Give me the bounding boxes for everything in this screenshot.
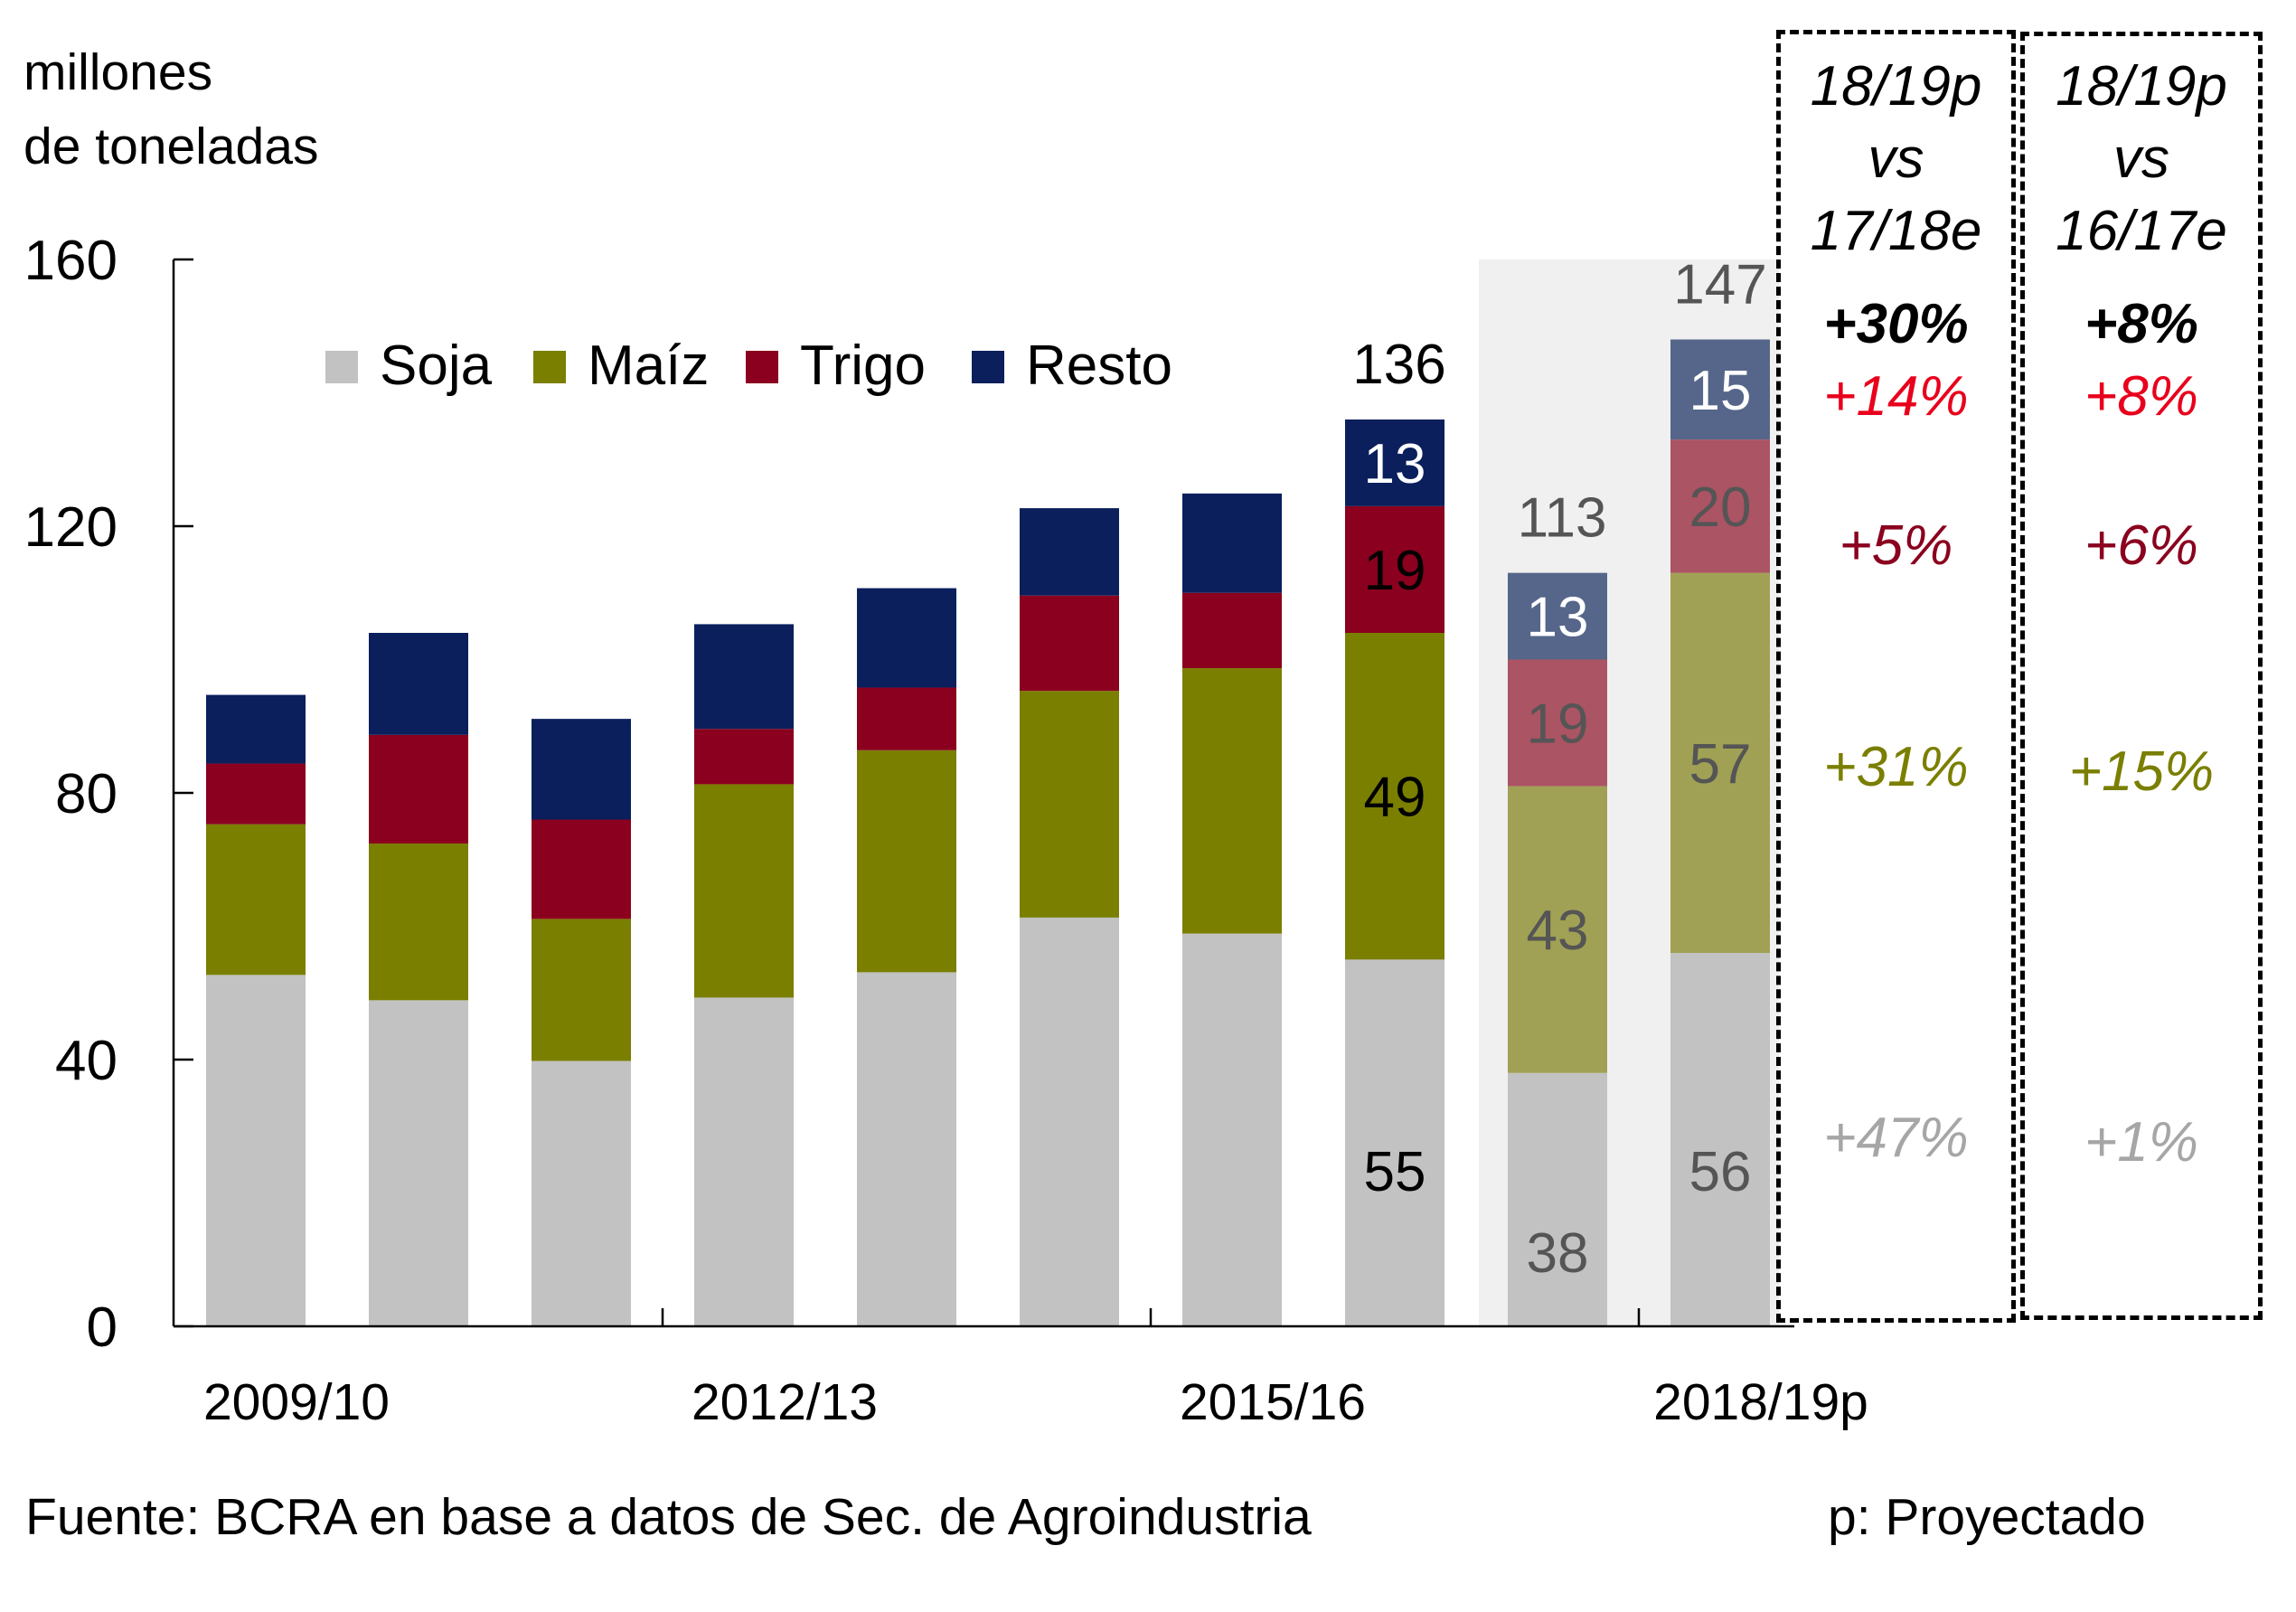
legend-swatch-resto xyxy=(972,351,1004,383)
bar-segment-resto-2011-12 xyxy=(532,719,631,820)
data-labels-group: 55 49 19 13 136 38 43 19 13 113 56 57 20 15 147 xyxy=(1352,254,1766,1286)
bar-segment-soja-2009-10 xyxy=(206,975,306,1326)
data-label-trigo-2016-17: 19 xyxy=(1364,540,1426,602)
bar-segment-resto-2017-18 xyxy=(1508,572,1607,660)
bar-segment-soja-2010-11 xyxy=(369,1000,468,1326)
axes-group: 2009/10 2012/13 2015/16 2018/19p 0 40 80 120 160 xyxy=(24,230,1868,1431)
bar-segment-soja-2013-14 xyxy=(857,972,956,1326)
bar-segment-maiz-2016-17 xyxy=(1345,633,1444,960)
comparison-1-header-3: 17/18e xyxy=(1810,200,1982,262)
bar-segment-soja-2012-13 xyxy=(694,997,794,1326)
projection-note: p: Proyectado xyxy=(1828,1488,2146,1546)
bar-segment-maiz-2010-11 xyxy=(369,844,468,1001)
data-label-soja-2018-19p: 56 xyxy=(1689,1141,1752,1203)
comparison-1-resto: +14% xyxy=(1823,365,1969,428)
bar-segment-trigo-2018-19p xyxy=(1670,439,1770,573)
bar-segment-soja-2016-17 xyxy=(1345,959,1444,1326)
comparison-1-trigo: +5% xyxy=(1839,514,1953,577)
bar-segment-resto-2012-13 xyxy=(694,624,794,730)
comparison-2-header-1: 18/19p xyxy=(2056,55,2227,118)
bar-segment-trigo-2015-16 xyxy=(1182,592,1282,669)
bar-segment-trigo-2011-12 xyxy=(532,819,631,919)
bar-segment-resto-2016-17 xyxy=(1345,419,1444,506)
comparison-1-soja: +47% xyxy=(1823,1107,1969,1169)
bar-segment-maiz-2012-13 xyxy=(694,784,794,998)
bar-segment-maiz-2009-10 xyxy=(206,824,306,976)
bar-segment-soja-2018-19p xyxy=(1670,953,1770,1326)
comparison-2-header-3: 16/17e xyxy=(2056,200,2227,262)
legend: Soja Maíz Trigo Resto xyxy=(325,335,1172,397)
x-tick-label-2009-10: 2009/10 xyxy=(203,1373,390,1431)
legend-swatch-soja xyxy=(325,351,358,383)
legend-label-resto: Resto xyxy=(1026,335,1172,397)
data-label-trigo-2018-19p: 20 xyxy=(1689,476,1752,539)
bar-segment-maiz-2017-18 xyxy=(1508,786,1607,1073)
data-label-maiz-2017-18: 43 xyxy=(1527,900,1589,962)
bar-segment-resto-2010-11 xyxy=(369,633,468,735)
data-label-total-2016-17: 136 xyxy=(1352,334,1445,396)
bar-segment-soja-2011-12 xyxy=(532,1061,631,1326)
bar-segment-soja-2015-16 xyxy=(1182,933,1282,1326)
x-tick-label-2015-16: 2015/16 xyxy=(1180,1373,1366,1431)
y-tick-label-160: 160 xyxy=(24,230,118,292)
bar-segment-maiz-2014-15 xyxy=(1020,691,1119,918)
data-label-maiz-2016-17: 49 xyxy=(1364,767,1426,829)
comparison-2-resto: +8% xyxy=(2084,365,2198,428)
data-label-soja-2017-18: 38 xyxy=(1527,1222,1589,1285)
y-tick-label-80: 80 xyxy=(55,763,118,825)
comparison-1-header-2: vs xyxy=(1868,127,1924,190)
bar-segment-maiz-2011-12 xyxy=(532,919,631,1061)
data-label-trigo-2017-18: 19 xyxy=(1527,693,1589,756)
bar-segment-maiz-2018-19p xyxy=(1670,572,1770,953)
bar-segment-maiz-2013-14 xyxy=(857,749,956,973)
legend-swatch-trigo xyxy=(746,351,778,383)
comparison-1-total: +30% xyxy=(1823,293,1969,355)
bar-segment-maiz-2015-16 xyxy=(1182,668,1282,934)
comparison-2-trigo: +6% xyxy=(2084,514,2198,577)
bar-segment-trigo-2017-18 xyxy=(1508,659,1607,787)
data-label-resto-2018-19p: 15 xyxy=(1689,360,1752,422)
y-axis-title-line-2: de toneladas xyxy=(24,118,319,175)
bar-segment-resto-2018-19p xyxy=(1670,339,1770,440)
bars-group xyxy=(206,339,1770,1326)
bar-segment-trigo-2010-11 xyxy=(369,734,468,844)
legend-label-trigo: Trigo xyxy=(800,335,926,397)
legend-label-soja: Soja xyxy=(380,335,493,397)
data-label-soja-2016-17: 55 xyxy=(1364,1141,1426,1203)
comparison-box-1: 18/19p vs 17/18e +30% +14% +5% +31% +47% xyxy=(1776,30,2016,1323)
comparison-2-soja: +1% xyxy=(2084,1111,2198,1174)
comparison-1-header-1: 18/19p xyxy=(1810,55,1982,118)
y-axis-title-line-1: millones xyxy=(24,43,213,101)
comparison-2-maiz: +15% xyxy=(2068,740,2215,803)
data-label-total-2018-19p: 147 xyxy=(1673,254,1766,316)
y-tick-label-0: 0 xyxy=(87,1296,118,1359)
source-note: Fuente: BCRA en base a datos de Sec. de … xyxy=(25,1488,1312,1546)
data-label-maiz-2018-19p: 57 xyxy=(1689,733,1752,796)
bar-segment-soja-2014-15 xyxy=(1020,917,1119,1326)
bar-segment-trigo-2012-13 xyxy=(694,729,794,785)
bar-segment-resto-2013-14 xyxy=(857,588,956,688)
legend-swatch-maiz xyxy=(533,351,566,383)
comparison-1-maiz: +31% xyxy=(1823,736,1969,798)
y-tick-label-120: 120 xyxy=(24,496,118,559)
data-label-resto-2016-17: 13 xyxy=(1364,433,1426,495)
bar-segment-resto-2015-16 xyxy=(1182,493,1282,593)
comparison-box-2: 18/19p vs 16/17e +8% +8% +6% +15% +1% xyxy=(2020,32,2263,1320)
comparison-2-header-2: vs xyxy=(2113,127,2169,190)
data-label-total-2017-18: 113 xyxy=(1518,487,1607,550)
bar-segment-soja-2017-18 xyxy=(1508,1072,1607,1326)
x-tick-label-2018-19p: 2018/19p xyxy=(1653,1373,1868,1431)
bar-segment-trigo-2009-10 xyxy=(206,763,306,825)
data-label-resto-2017-18: 13 xyxy=(1527,587,1589,649)
x-tick-label-2012-13: 2012/13 xyxy=(692,1373,878,1431)
y-tick-label-40: 40 xyxy=(55,1030,118,1092)
bar-segment-trigo-2016-17 xyxy=(1345,505,1444,633)
bar-segment-resto-2009-10 xyxy=(206,694,306,764)
bar-segment-resto-2014-15 xyxy=(1020,508,1119,596)
comparison-2-total: +8% xyxy=(2084,293,2198,355)
legend-label-maiz: Maíz xyxy=(588,335,709,397)
bar-segment-trigo-2013-14 xyxy=(857,687,956,750)
bar-segment-trigo-2014-15 xyxy=(1020,595,1119,692)
